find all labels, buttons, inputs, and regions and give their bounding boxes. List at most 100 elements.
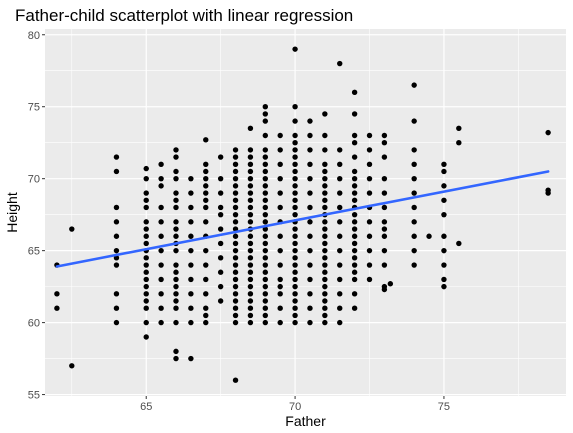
data-point [262,298,269,304]
data-point [277,276,283,283]
data-point [366,219,373,225]
data-point [366,276,373,283]
data-point [173,233,179,239]
data-point [426,233,432,239]
data-point [203,305,209,311]
data-point [441,161,447,167]
data-point [143,204,149,211]
data-point [322,298,328,304]
data-point [173,247,179,254]
data-point [277,262,283,268]
data-point [366,190,373,196]
data-point [173,348,179,355]
data-point [247,168,254,175]
data-point [247,276,254,283]
data-point [247,283,254,290]
data-point [247,233,254,239]
data-point [247,183,254,189]
data-point [232,168,239,175]
data-point [292,147,298,153]
data-point [292,132,298,139]
data-point [69,363,75,369]
data-point [337,305,343,311]
data-point [277,132,283,139]
data-point [262,175,269,182]
data-point [411,161,417,167]
data-point [143,165,149,172]
data-point [143,240,149,247]
data-point [322,190,328,196]
data-point [411,233,417,239]
data-point [441,197,447,203]
data-point [262,312,269,319]
data-point [217,211,224,218]
data-point [247,262,254,268]
data-point [351,233,358,239]
data-point [351,183,358,189]
data-point [292,291,298,297]
data-point [247,154,254,160]
data-point [247,312,254,319]
data-point [337,319,343,326]
data-point [188,190,194,196]
data-point [337,233,343,239]
data-point [322,175,328,182]
data-point [188,247,194,254]
data-point [277,291,283,297]
data-point [292,276,298,283]
data-point [351,197,358,203]
data-point [381,175,388,182]
data-point [337,276,343,283]
data-point [262,118,269,124]
data-point [322,262,328,268]
regression-layer [55,170,550,268]
data-point [441,283,447,290]
data-point [143,226,149,232]
data-point [307,161,313,167]
data-point [143,291,149,297]
data-point [307,190,313,196]
data-point [366,233,373,239]
data-point [158,204,164,211]
y-tick-label: 65 [28,246,40,258]
data-point [262,197,269,203]
data-point [292,269,298,275]
data-point [247,298,254,304]
data-point [441,262,447,268]
data-point [158,175,164,182]
data-point [232,147,239,153]
data-point [381,233,388,239]
data-point [292,305,298,311]
data-point [113,291,120,297]
data-point [441,168,447,175]
data-point [203,137,209,143]
data-point [217,298,224,304]
data-point [173,175,179,182]
y-tick-label: 60 [28,318,40,330]
data-point [351,247,358,254]
data-point [337,291,343,297]
data-point [337,161,343,167]
data-point [411,247,417,254]
data-point [217,269,224,275]
data-point [232,262,239,268]
data-point [351,89,358,96]
data-point [173,305,179,311]
data-point [262,219,269,225]
data-point [158,305,164,311]
data-point [69,226,75,232]
data-point [456,125,462,132]
data-point [232,219,239,225]
data-point [292,197,298,203]
data-point [188,233,194,239]
data-point [232,312,239,319]
data-point [381,139,388,146]
data-point [158,219,164,225]
data-point [277,175,283,182]
data-point [188,291,194,297]
data-point [262,111,269,117]
data-point [262,154,269,160]
data-point [337,219,343,225]
data-point [143,276,149,283]
data-point [113,247,120,254]
